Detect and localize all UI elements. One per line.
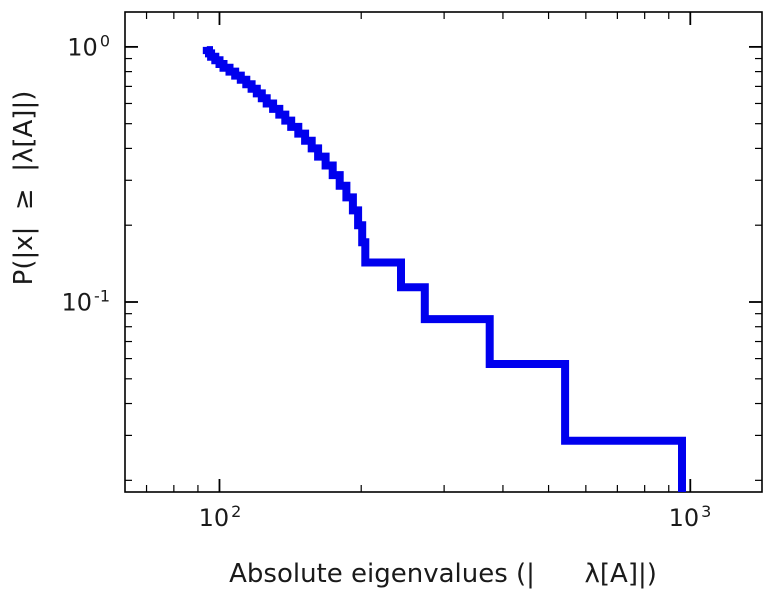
y-tick-label-1e0: 10 0: [0, 31, 110, 62]
y-tick-exponent: -1: [94, 286, 110, 306]
x-tick-label-1e3: 10 3: [668, 502, 712, 532]
plot-frame: [124, 11, 763, 493]
x-tick-base: 10: [198, 504, 230, 532]
x-axis-label: Absolute eigenvalues (| λ[A]|): [229, 559, 657, 589]
x-tick-label-1e2: 10 2: [198, 502, 242, 532]
ccdf-step-line: [202, 46, 686, 492]
y-tick-base: 10: [67, 33, 98, 62]
y-tick-exponent: 0: [99, 31, 110, 51]
x-tick-exponent: 2: [231, 502, 242, 521]
y-tick-label-1e-1: 10 -1: [0, 286, 111, 317]
x-tick-base: 10: [668, 504, 700, 532]
y-axis-label: P(|x| ≥ |λ[A]|): [9, 90, 39, 286]
x-tick-exponent: 3: [701, 502, 712, 521]
y-tick-base: 10: [61, 288, 93, 317]
